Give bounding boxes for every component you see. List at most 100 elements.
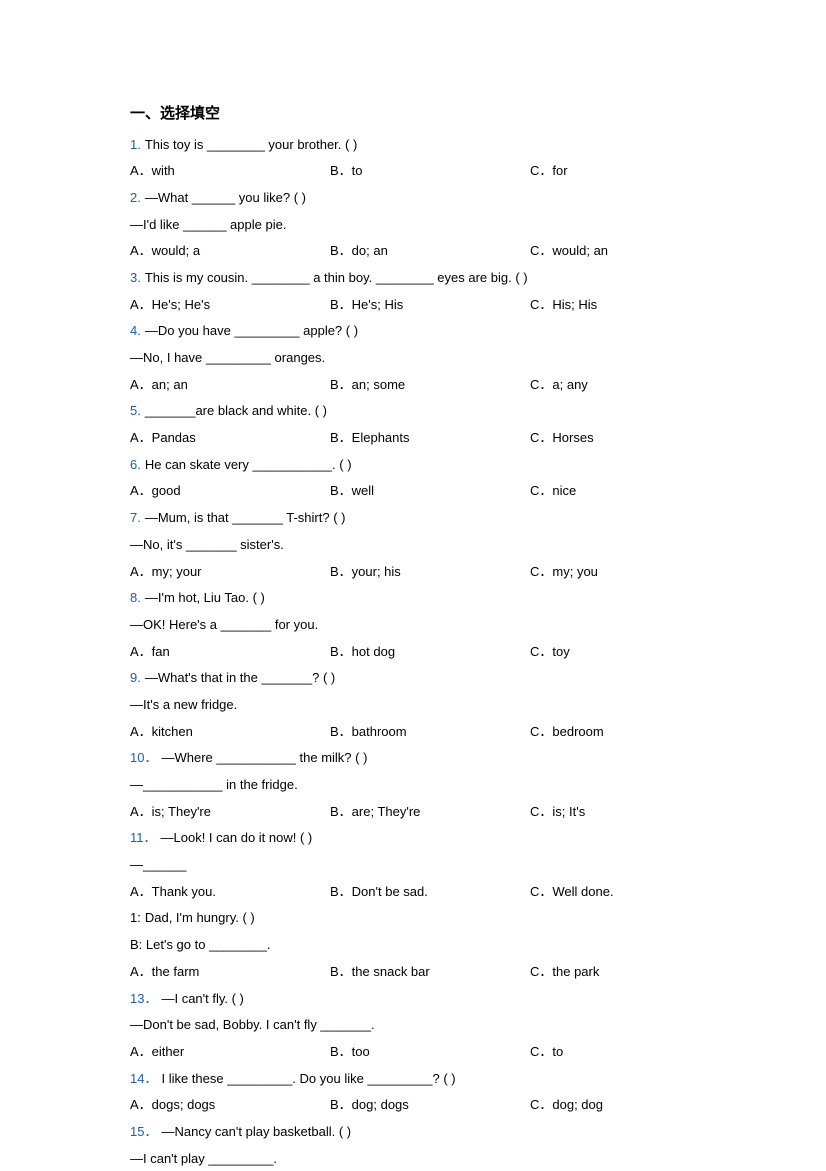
question-line: 15．—Nancy can't play basketball. ( ) xyxy=(130,1120,696,1145)
question-text: —Look! I can do it now! ( ) xyxy=(161,830,313,845)
question-line: 10． —Where ___________ the milk? ( ) xyxy=(130,746,696,771)
question-line: —It's a new fridge. xyxy=(130,693,696,718)
option-b: B．are; They're xyxy=(330,800,530,825)
options-row: A．the farmB．the snack barC．the park xyxy=(130,960,696,985)
question-text: —I'm hot, Liu Tao. ( ) xyxy=(145,590,265,605)
option-b: B．well xyxy=(330,479,530,504)
options-row: A．withB．toC．for xyxy=(130,159,696,184)
options-row: A．He's; He'sB．He's; HisC．His; His xyxy=(130,293,696,318)
question-line: —I can't play _________. xyxy=(130,1147,696,1171)
option-a: A．would; a xyxy=(130,239,330,264)
option-c: C．my; you xyxy=(530,560,696,585)
option-c: C．a; any xyxy=(530,373,696,398)
question-text: —What's that in the _______? ( ) xyxy=(145,670,335,685)
option-c: C．bedroom xyxy=(530,720,696,745)
option-c: C．nice xyxy=(530,479,696,504)
option-b: B．an; some xyxy=(330,373,530,398)
question-text: —Nancy can't play basketball. ( ) xyxy=(161,1124,351,1139)
question-number: 1: xyxy=(130,910,141,925)
question-number: 1. xyxy=(130,137,141,152)
question-number: 4. xyxy=(130,323,141,338)
option-c: C．dog; dog xyxy=(530,1093,696,1118)
question-line: —___________ in the fridge. xyxy=(130,773,696,798)
option-b: B．Don't be sad. xyxy=(330,880,530,905)
question-line: 14． I like these _________. Do you like _… xyxy=(130,1067,696,1092)
option-c: C．toy xyxy=(530,640,696,665)
question-number: 11． xyxy=(130,830,157,845)
question-line: 11． —Look! I can do it now! ( ) xyxy=(130,826,696,851)
question-text: —Do you have _________ apple? ( ) xyxy=(145,323,358,338)
option-b: B．bathroom xyxy=(330,720,530,745)
option-a: A．kitchen xyxy=(130,720,330,745)
option-b: B．your; his xyxy=(330,560,530,585)
option-a: A．is; They're xyxy=(130,800,330,825)
question-line: —I'd like ______ apple pie. xyxy=(130,213,696,238)
options-row: A．PandasB．ElephantsC．Horses xyxy=(130,426,696,451)
question-text: Dad, I'm hungry. ( ) xyxy=(145,910,255,925)
question-line: 6. He can skate very ___________. ( ) xyxy=(130,453,696,478)
question-line: —______ xyxy=(130,853,696,878)
option-b: B．dog; dogs xyxy=(330,1093,530,1118)
option-a: A．He's; He's xyxy=(130,293,330,318)
question-number: 8. xyxy=(130,590,141,605)
question-text: —What ______ you like? ( ) xyxy=(145,190,306,205)
option-b: B．hot dog xyxy=(330,640,530,665)
option-a: A．with xyxy=(130,159,330,184)
question-text: He can skate very ___________. ( ) xyxy=(145,457,352,472)
options-row: A．would; aB．do; anC．would; an xyxy=(130,239,696,264)
question-line: 7. —Mum, is that _______ T-shirt? ( ) xyxy=(130,506,696,531)
options-row: A．fanB．hot dogC．toy xyxy=(130,640,696,665)
option-a: A．either xyxy=(130,1040,330,1065)
question-text: I like these _________. Do you like ____… xyxy=(161,1071,455,1086)
section-title: 一、选择填空 xyxy=(130,100,696,129)
question-line: 1. This toy is ________ your brother. ( ) xyxy=(130,133,696,158)
options-row: A．eitherB．tooC．to xyxy=(130,1040,696,1065)
options-row: A．an; anB．an; someC．a; any xyxy=(130,373,696,398)
option-a: A．Thank you. xyxy=(130,880,330,905)
question-line: 8. —I'm hot, Liu Tao. ( ) xyxy=(130,586,696,611)
question-number: 3. xyxy=(130,270,141,285)
option-b: B．the snack bar xyxy=(330,960,530,985)
question-number: 9. xyxy=(130,670,141,685)
options-row: A．kitchenB．bathroomC．bedroom xyxy=(130,720,696,745)
option-c: C．for xyxy=(530,159,696,184)
option-a: A．good xyxy=(130,479,330,504)
option-b: B．do; an xyxy=(330,239,530,264)
question-number: 6. xyxy=(130,457,141,472)
question-line: 4. —Do you have _________ apple? ( ) xyxy=(130,319,696,344)
options-row: A．goodB．wellC．nice xyxy=(130,479,696,504)
option-c: C．to xyxy=(530,1040,696,1065)
question-text: _______are black and white. ( ) xyxy=(145,403,327,418)
option-c: C．would; an xyxy=(530,239,696,264)
question-number: 10． xyxy=(130,750,157,765)
question-text: This toy is ________ your brother. ( ) xyxy=(145,137,357,152)
question-line: —No, it's _______ sister's. xyxy=(130,533,696,558)
question-text: This is my cousin. ________ a thin boy. … xyxy=(145,270,528,285)
option-c: C．Horses xyxy=(530,426,696,451)
option-a: A．fan xyxy=(130,640,330,665)
option-a: A．dogs; dogs xyxy=(130,1093,330,1118)
question-line: —Don't be sad, Bobby. I can't fly ______… xyxy=(130,1013,696,1038)
question-number: 14． xyxy=(130,1071,157,1086)
option-a: A．my; your xyxy=(130,560,330,585)
question-number: 7. xyxy=(130,510,141,525)
options-row: A．dogs; dogsB．dog; dogsC．dog; dog xyxy=(130,1093,696,1118)
options-row: A．my; yourB．your; hisC．my; you xyxy=(130,560,696,585)
question-text: —Where ___________ the milk? ( ) xyxy=(161,750,367,765)
question-number: 13． xyxy=(130,991,157,1006)
option-b: B．too xyxy=(330,1040,530,1065)
option-c: C．Well done. xyxy=(530,880,696,905)
question-line: 13．—I can't fly. ( ) xyxy=(130,987,696,1012)
question-line: 1: Dad, I'm hungry. ( ) xyxy=(130,906,696,931)
question-line: 9. —What's that in the _______? ( ) xyxy=(130,666,696,691)
question-line: —No, I have _________ oranges. xyxy=(130,346,696,371)
option-c: C．is; It's xyxy=(530,800,696,825)
question-number: 2. xyxy=(130,190,141,205)
option-c: C．the park xyxy=(530,960,696,985)
question-number: 5. xyxy=(130,403,141,418)
question-line: B: Let's go to ________. xyxy=(130,933,696,958)
question-line: 2. —What ______ you like? ( ) xyxy=(130,186,696,211)
question-text: —Mum, is that _______ T-shirt? ( ) xyxy=(145,510,346,525)
questions-container: 1. This toy is ________ your brother. ( )… xyxy=(130,133,696,1171)
option-b: B．He's; His xyxy=(330,293,530,318)
